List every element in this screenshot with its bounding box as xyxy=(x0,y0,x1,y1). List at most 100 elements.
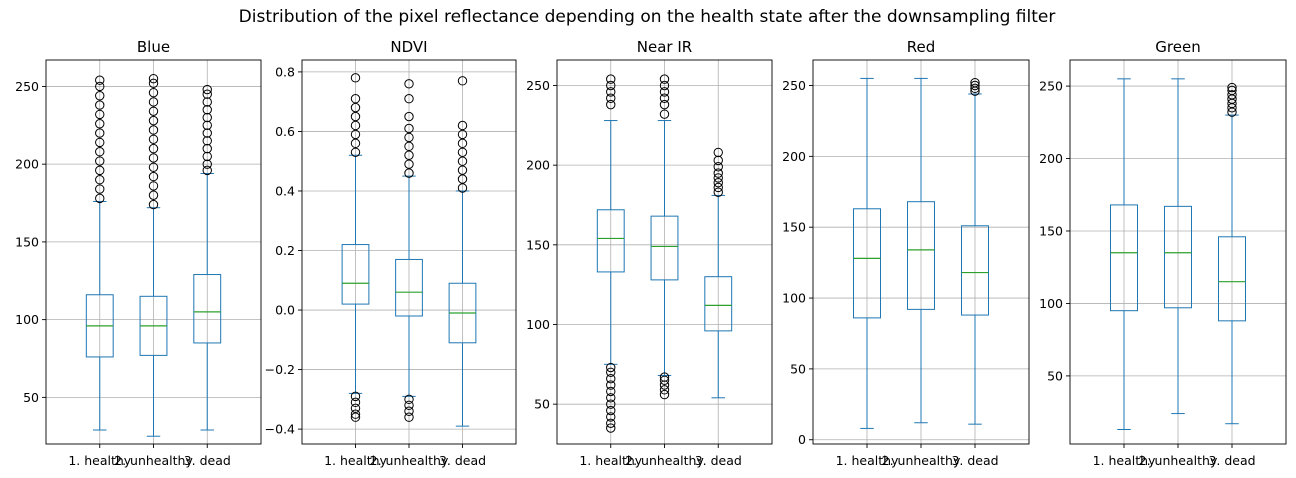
outlier-point xyxy=(659,389,670,400)
outlier-point xyxy=(148,190,159,200)
outlier-point xyxy=(659,109,670,119)
y-tick-label: −0.2 xyxy=(265,362,295,377)
outlier-point xyxy=(148,115,159,126)
outlier-point xyxy=(148,73,159,84)
x-tick-label: 2. unhealthy xyxy=(370,453,449,468)
green-box-2 xyxy=(1164,78,1192,415)
iqr-box xyxy=(1164,205,1192,309)
outlier-point xyxy=(350,138,361,149)
outlier-point xyxy=(1227,90,1237,100)
near-ir-box-3 xyxy=(704,147,733,399)
y-tick-label: 50 xyxy=(534,397,550,412)
y-tick-label: 0.2 xyxy=(275,243,295,258)
x-tick-label: 3. dead xyxy=(439,453,486,468)
blue-box-3 xyxy=(193,84,222,431)
outlier-point xyxy=(202,136,212,146)
y-tick-label: 100 xyxy=(526,317,550,332)
outlier-point xyxy=(404,132,414,143)
outlier-point xyxy=(350,111,361,122)
x-tick-label: 3. dead xyxy=(695,453,742,468)
outlier-point xyxy=(202,159,212,169)
y-tick-label: 50 xyxy=(23,390,39,405)
outlier-point xyxy=(1227,85,1237,96)
outlier-point xyxy=(606,405,616,416)
outlier-point xyxy=(713,187,723,197)
y-tick-label: 100 xyxy=(15,312,39,327)
y-tick-label: 250 xyxy=(15,79,39,94)
outlier-point xyxy=(95,109,105,120)
outlier-point xyxy=(95,175,105,185)
outlier-point xyxy=(457,183,468,193)
outlier-point xyxy=(350,403,361,413)
outlier-point xyxy=(659,74,670,84)
outlier-point xyxy=(606,393,616,403)
iqr-box xyxy=(907,201,935,310)
y-tick-label: 50 xyxy=(1047,368,1063,383)
red-box-2 xyxy=(907,77,935,424)
panel-title: NDVI xyxy=(390,38,427,56)
outlier-point xyxy=(148,153,159,163)
outlier-point xyxy=(659,372,670,382)
y-tick-label: 200 xyxy=(526,158,550,173)
outlier-point xyxy=(95,91,105,101)
y-tick-label: 200 xyxy=(1039,151,1063,166)
x-tick-label: 3. dead xyxy=(1208,453,1255,468)
outlier-point xyxy=(457,76,468,86)
outlier-point xyxy=(350,102,361,113)
outlier-point xyxy=(457,147,468,157)
y-tick-label: 50 xyxy=(790,361,806,376)
blue-box-1 xyxy=(85,75,114,431)
outlier-point xyxy=(659,99,670,110)
outlier-point xyxy=(350,412,361,422)
outlier-point xyxy=(606,380,616,390)
outlier-point xyxy=(202,97,212,107)
outlier-point xyxy=(404,79,414,89)
outlier-point xyxy=(148,78,159,89)
outlier-point xyxy=(404,123,414,134)
y-tick-label: 250 xyxy=(526,78,550,93)
iqr-box xyxy=(596,209,625,273)
outlier-point xyxy=(95,184,105,194)
outlier-point xyxy=(202,105,212,115)
x-tick-label: 3. dead xyxy=(184,453,231,468)
outlier-point xyxy=(95,119,105,129)
outlier-point xyxy=(95,165,105,176)
red-box-1 xyxy=(853,77,881,429)
outlier-point xyxy=(606,399,616,409)
panel-title: Near IR xyxy=(637,38,692,56)
y-tick-label: 150 xyxy=(782,220,806,235)
iqr-box xyxy=(961,225,989,316)
outlier-point xyxy=(404,400,414,411)
y-tick-label: 150 xyxy=(526,237,550,252)
outlier-point xyxy=(202,112,212,123)
x-tick-label: 2. unhealthy xyxy=(882,453,961,468)
outlier-point xyxy=(713,177,723,188)
y-tick-label: 0.4 xyxy=(275,183,295,198)
iqr-box xyxy=(704,276,733,332)
outlier-point xyxy=(202,165,212,176)
outlier-point xyxy=(148,87,159,98)
outlier-point xyxy=(606,386,616,397)
outlier-point xyxy=(713,182,723,193)
outlier-point xyxy=(95,128,105,138)
outlier-point xyxy=(148,171,159,182)
outlier-point xyxy=(457,120,468,131)
ndvi-box-3 xyxy=(448,76,477,427)
outlier-point xyxy=(606,80,616,91)
y-tick-label: 250 xyxy=(1039,79,1063,94)
outlier-point xyxy=(659,375,670,385)
outlier-point xyxy=(457,138,468,149)
outlier-point xyxy=(95,156,105,166)
outlier-point xyxy=(350,129,361,140)
y-tick-label: 250 xyxy=(782,78,806,93)
outlier-point xyxy=(202,84,212,95)
outlier-point xyxy=(148,181,159,191)
outlier-point xyxy=(713,147,723,158)
outlier-point xyxy=(606,373,616,384)
outlier-point xyxy=(659,385,670,395)
outlier-point xyxy=(713,168,723,178)
outlier-point xyxy=(457,129,468,140)
outlier-point xyxy=(404,394,414,405)
